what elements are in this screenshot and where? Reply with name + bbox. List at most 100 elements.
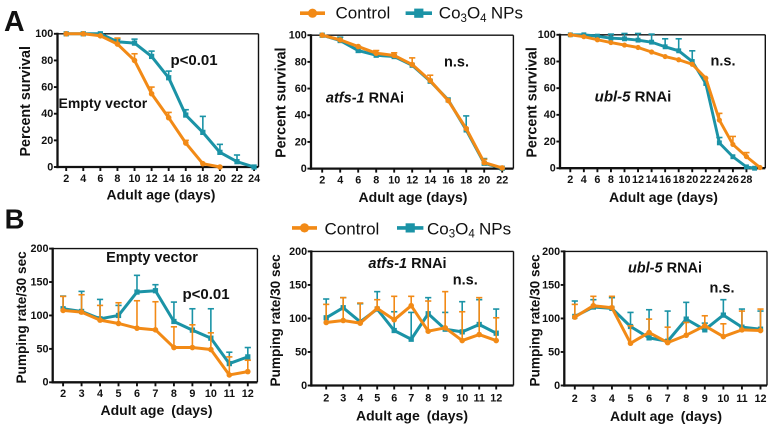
svg-text:24: 24 (248, 173, 260, 185)
svg-text:100: 100 (30, 310, 48, 322)
svg-text:Percent survival: Percent survival (525, 47, 541, 157)
svg-text:9: 9 (189, 388, 195, 400)
svg-text:Percent survival: Percent survival (274, 47, 290, 157)
svg-text:Adult age (days): Adult age (days) (609, 189, 718, 205)
svg-text:12: 12 (490, 392, 502, 404)
svg-text:ubl-5 RNAi: ubl-5 RNAi (628, 261, 702, 277)
svg-text:80: 80 (41, 55, 53, 67)
svg-text:6: 6 (391, 392, 397, 404)
svg-text:28: 28 (740, 174, 752, 186)
svg-text:8: 8 (171, 388, 177, 400)
svg-text:4: 4 (357, 392, 363, 404)
svg-text:7: 7 (665, 393, 671, 405)
svg-text:0: 0 (42, 377, 48, 389)
svg-text:150: 150 (542, 279, 560, 291)
svg-text:5: 5 (374, 392, 380, 404)
svg-text:7: 7 (152, 388, 158, 400)
svg-text:12: 12 (406, 175, 418, 187)
svg-text:50: 50 (548, 346, 560, 358)
svg-text:11: 11 (736, 393, 747, 405)
svg-text:20: 20 (295, 136, 307, 148)
svg-text:6: 6 (355, 175, 361, 187)
svg-text:2: 2 (319, 175, 325, 187)
svg-text:20: 20 (214, 173, 226, 185)
svg-text:18: 18 (673, 174, 685, 186)
svg-text:22: 22 (496, 175, 508, 187)
svg-text:60: 60 (544, 83, 556, 95)
svg-text:Empty vector: Empty vector (106, 250, 198, 266)
svg-text:16: 16 (442, 175, 454, 187)
svg-text:50: 50 (36, 343, 48, 355)
svg-text:40: 40 (295, 110, 307, 122)
svg-text:4: 4 (80, 173, 86, 185)
svg-text:200: 200 (542, 246, 560, 258)
svg-text:atfs-1 RNAi: atfs-1 RNAi (368, 256, 446, 272)
svg-text:60: 60 (41, 82, 53, 94)
svg-text:100: 100 (35, 28, 53, 40)
svg-text:2: 2 (60, 388, 66, 400)
svg-text:Pumping rate/30 sec: Pumping rate/30 sec (528, 254, 543, 387)
svg-text:20: 20 (544, 136, 556, 148)
svg-text:20: 20 (478, 175, 490, 187)
svg-text:40: 40 (544, 109, 556, 121)
svg-text:150: 150 (30, 276, 48, 288)
svg-text:2: 2 (323, 392, 329, 404)
svg-text:Control: Control (336, 4, 391, 23)
svg-text:22: 22 (700, 174, 712, 186)
svg-text:18: 18 (460, 175, 472, 187)
svg-text:14: 14 (424, 175, 436, 187)
svg-text:p<0.01: p<0.01 (170, 52, 217, 69)
svg-text:6: 6 (97, 173, 103, 185)
svg-text:40: 40 (41, 108, 53, 120)
svg-text:0: 0 (554, 380, 560, 392)
svg-text:Co3O4 NPs: Co3O4 NPs (439, 4, 523, 25)
svg-text:Adult age (days): Adult age (days) (107, 187, 216, 203)
svg-text:200: 200 (30, 243, 48, 255)
svg-text:n.s.: n.s. (453, 273, 478, 289)
svg-text:2: 2 (567, 174, 573, 186)
svg-text:12: 12 (146, 173, 158, 185)
svg-text:Adult age (days): Adult age (days) (610, 408, 722, 424)
svg-text:2: 2 (572, 393, 578, 405)
svg-text:0: 0 (301, 163, 307, 175)
svg-text:11: 11 (473, 392, 484, 404)
svg-text:100: 100 (538, 29, 556, 41)
svg-text:Empty vector: Empty vector (59, 95, 148, 111)
svg-text:p<0.01: p<0.01 (182, 286, 229, 303)
svg-text:200: 200 (289, 246, 307, 258)
svg-text:20: 20 (41, 135, 53, 147)
svg-text:10: 10 (205, 388, 217, 400)
svg-text:6: 6 (646, 393, 652, 405)
svg-text:100: 100 (289, 313, 307, 325)
svg-text:8: 8 (608, 174, 614, 186)
svg-text:11: 11 (224, 388, 235, 400)
svg-text:3: 3 (590, 393, 596, 405)
svg-text:5: 5 (115, 388, 121, 400)
svg-text:12: 12 (754, 393, 766, 405)
svg-text:10: 10 (618, 174, 630, 186)
svg-text:12: 12 (242, 388, 254, 400)
svg-text:n.s.: n.s. (710, 281, 735, 297)
svg-text:5: 5 (627, 393, 633, 405)
svg-text:22: 22 (231, 173, 243, 185)
svg-text:10: 10 (456, 392, 468, 404)
svg-text:n.s.: n.s. (711, 54, 736, 70)
svg-text:24: 24 (713, 174, 725, 186)
svg-text:100: 100 (289, 30, 307, 42)
svg-text:60: 60 (295, 83, 307, 95)
svg-text:Co3O4 NPs: Co3O4 NPs (427, 219, 511, 240)
svg-text:0: 0 (301, 380, 307, 392)
svg-text:18: 18 (197, 173, 209, 185)
svg-text:9: 9 (702, 393, 708, 405)
svg-text:14: 14 (163, 173, 175, 185)
svg-text:A: A (4, 6, 25, 38)
svg-text:4: 4 (581, 174, 587, 186)
svg-text:16: 16 (659, 174, 671, 186)
svg-text:12: 12 (632, 174, 644, 186)
svg-text:3: 3 (79, 388, 85, 400)
svg-text:50: 50 (295, 346, 307, 358)
svg-text:8: 8 (683, 393, 689, 405)
svg-text:14: 14 (646, 174, 658, 186)
svg-text:20: 20 (686, 174, 698, 186)
svg-text:Pumping rate/30 sec: Pumping rate/30 sec (268, 254, 283, 387)
